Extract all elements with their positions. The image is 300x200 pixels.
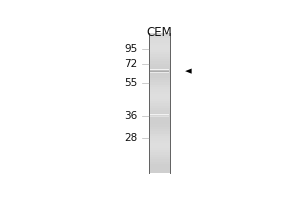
Bar: [149, 164, 170, 166]
Bar: [149, 150, 170, 152]
Bar: [149, 136, 170, 138]
Bar: [149, 85, 170, 87]
Bar: [149, 52, 170, 54]
Bar: [149, 117, 170, 120]
Bar: [149, 38, 170, 40]
Bar: [150, 115, 169, 116]
Bar: [149, 138, 170, 141]
Polygon shape: [185, 69, 192, 74]
Bar: [150, 71, 169, 72]
Bar: [149, 59, 170, 61]
Bar: [149, 71, 170, 73]
Bar: [149, 106, 170, 108]
Bar: [149, 45, 170, 47]
Bar: [149, 89, 170, 92]
Bar: [149, 166, 170, 169]
Bar: [149, 162, 170, 164]
Bar: [149, 143, 170, 145]
Bar: [150, 114, 169, 115]
Bar: [149, 50, 170, 52]
Bar: [149, 108, 170, 110]
Bar: [149, 87, 170, 89]
Bar: [149, 122, 170, 124]
Bar: [149, 115, 170, 117]
Bar: [149, 101, 170, 103]
Bar: [149, 73, 170, 75]
Bar: [149, 64, 170, 66]
Bar: [149, 99, 170, 101]
Text: 36: 36: [124, 111, 137, 121]
Bar: [149, 148, 170, 150]
Bar: [150, 69, 169, 70]
Bar: [149, 57, 170, 59]
Bar: [149, 120, 170, 122]
Text: 72: 72: [124, 59, 137, 69]
Bar: [150, 70, 169, 71]
Bar: [150, 72, 169, 73]
Bar: [149, 159, 170, 162]
Bar: [149, 155, 170, 157]
Text: 28: 28: [124, 133, 137, 143]
Text: CEM: CEM: [147, 26, 172, 39]
Bar: [149, 36, 170, 38]
Bar: [149, 75, 170, 78]
Bar: [149, 68, 170, 71]
Bar: [149, 169, 170, 171]
Bar: [149, 78, 170, 80]
Bar: [149, 96, 170, 99]
Bar: [149, 47, 170, 50]
Bar: [149, 145, 170, 148]
Text: 95: 95: [124, 44, 137, 54]
Bar: [149, 80, 170, 82]
Bar: [149, 82, 170, 85]
Bar: [150, 116, 169, 117]
Bar: [149, 43, 170, 45]
Bar: [149, 134, 170, 136]
Bar: [149, 129, 170, 131]
Bar: [149, 33, 170, 36]
Bar: [149, 54, 170, 57]
Bar: [149, 92, 170, 94]
Bar: [149, 157, 170, 159]
Bar: [149, 141, 170, 143]
Bar: [149, 94, 170, 96]
Bar: [149, 61, 170, 64]
Bar: [149, 103, 170, 106]
Bar: [149, 171, 170, 173]
Bar: [149, 66, 170, 68]
Bar: [149, 131, 170, 134]
Bar: [149, 40, 170, 43]
Bar: [149, 127, 170, 129]
Bar: [149, 113, 170, 115]
Bar: [149, 152, 170, 155]
Bar: [149, 124, 170, 127]
Text: 55: 55: [124, 78, 137, 88]
Bar: [149, 110, 170, 113]
